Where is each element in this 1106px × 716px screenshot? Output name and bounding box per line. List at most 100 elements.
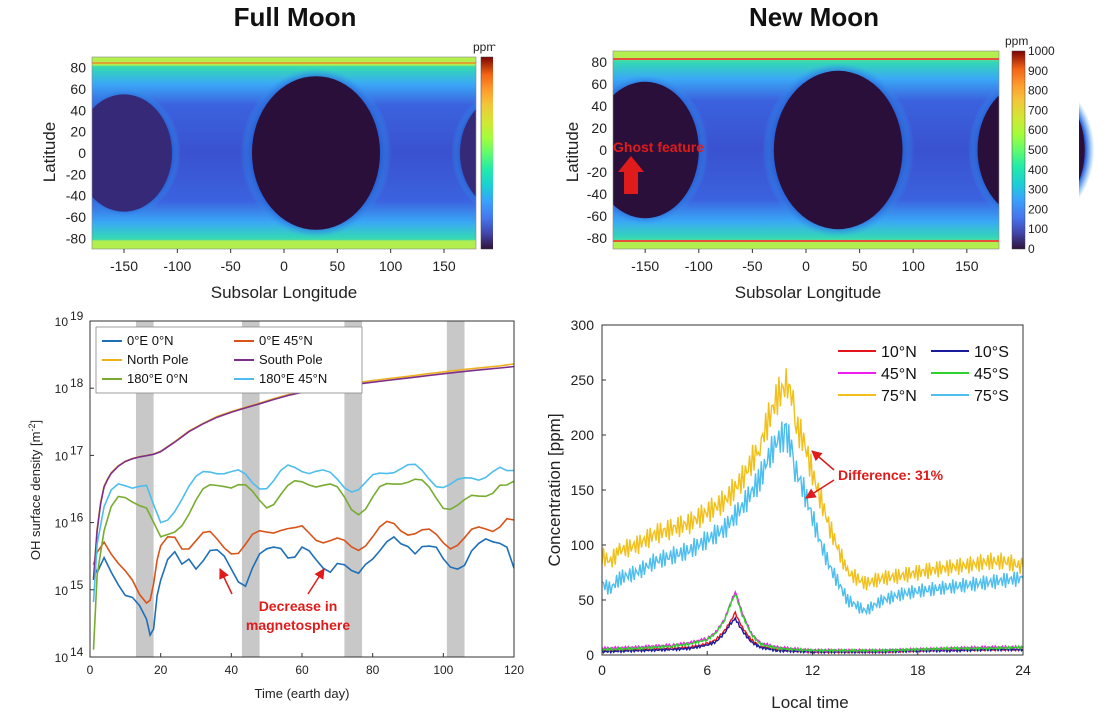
ghost-arrow-shaft <box>624 168 638 194</box>
new-moon-feature-0 <box>773 70 903 230</box>
concentration-ytick-label: 200 <box>571 427 595 443</box>
new-moon-colorbar-tick: 900 <box>1028 64 1048 78</box>
oh-density-ytick-exp: 18 <box>70 376 84 390</box>
oh-density-ytick-label: 10 <box>55 449 69 463</box>
concentration-xlabel: Local time <box>771 693 848 712</box>
oh-density-ytick-exp: 14 <box>70 645 84 659</box>
magnetosphere-arrow-right <box>307 568 325 595</box>
oh-density-xtick-label: 40 <box>225 663 239 677</box>
new-moon-ytick-label: 60 <box>591 76 607 92</box>
full-moon-colorbar-unit: ppm <box>473 40 496 54</box>
oh-density-xlabel: Time (earth day) <box>255 686 350 701</box>
new-moon-xtick-label: -100 <box>685 258 713 274</box>
full-moon-xtick-label: -100 <box>163 258 191 274</box>
concentration-legend-label: 10°S <box>974 344 1009 361</box>
full-moon-xtick-label: 50 <box>330 258 346 274</box>
new-moon-ylabel: Latitude <box>563 122 582 183</box>
full-moon-xtick-label: -150 <box>110 258 138 274</box>
new-moon-feature-1 <box>591 81 699 219</box>
full-moon-south-polar-band <box>92 240 476 249</box>
new-moon-ytick-label: 0 <box>599 142 607 158</box>
new-moon-south-polar-band <box>613 240 999 249</box>
oh-density-ytick-label: 10 <box>55 315 69 329</box>
concentration-ytick-label: 50 <box>578 592 594 608</box>
ghost-feature-annotation: Ghost feature <box>613 139 704 194</box>
oh-density-series-line <box>92 517 514 605</box>
oh-density-legend-label: South Pole <box>259 352 323 367</box>
concentration-series-line <box>602 368 1023 591</box>
full-moon-xtick-label: 150 <box>432 258 456 274</box>
new-moon-xtick-label: 50 <box>852 258 868 274</box>
oh-density-xtick-label: 120 <box>504 663 524 677</box>
oh-density-series-line <box>92 365 514 581</box>
full-moon-ytick-label: -20 <box>66 166 86 182</box>
new-moon-colorbar-tick: 200 <box>1028 202 1048 216</box>
new-moon-ytick-label: -60 <box>587 208 607 224</box>
new-moon-xlabel: Subsolar Longitude <box>735 283 882 302</box>
new-moon-mask-left <box>493 46 613 254</box>
difference-arrow-upper <box>811 450 835 471</box>
new-moon-xtick-label: -50 <box>742 258 762 274</box>
concentration-ytick-label: 250 <box>571 372 595 388</box>
difference-arrow-lower <box>805 479 835 499</box>
magnetosphere-annotation: Decrease in magnetosphere <box>219 568 350 633</box>
full-moon-ylabel: Latitude <box>40 122 59 183</box>
new-moon-colorbar-tick: 300 <box>1028 183 1048 197</box>
concentration-legend-label: 75°N <box>881 388 917 405</box>
full-moon-xtick-label: 100 <box>379 258 403 274</box>
concentration-ytick-label: 300 <box>571 317 595 333</box>
new-moon-heatmap <box>493 46 1095 254</box>
concentration-plot-area <box>602 325 1023 655</box>
concentration-xtick-label: 24 <box>1015 662 1031 678</box>
new-moon-ytick-label: -40 <box>587 186 607 202</box>
oh-density-ylabel-sup: -2 <box>27 424 37 432</box>
oh-density-xtick-label: 100 <box>433 663 453 677</box>
full-moon-xtick-label: -50 <box>221 258 241 274</box>
oh-density-ylabel-main: OH surface density [m <box>28 432 43 561</box>
full-moon-ytick-label: 0 <box>78 145 86 161</box>
magnetosphere-band <box>135 321 154 657</box>
oh-density-legend-label: 0°E 0°N <box>127 333 174 348</box>
oh-density-xtick-label: 20 <box>154 663 168 677</box>
full-moon-ytick-label: -40 <box>66 188 86 204</box>
concentration-xtick-label: 12 <box>805 662 821 678</box>
new-moon-xtick-label: 150 <box>955 258 979 274</box>
oh-density-ytick-exp: 15 <box>70 578 84 592</box>
concentration-ytick-label: 150 <box>571 482 595 498</box>
oh-density-ylabel: OH surface density [m-2] <box>27 420 43 560</box>
oh-density-ytick-exp: 19 <box>70 309 84 323</box>
full-moon-xlabel: Subsolar Longitude <box>211 283 358 302</box>
new-moon-colorbar-tick: 1000 <box>1028 44 1055 58</box>
oh-density-ytick-label: 10 <box>55 651 69 665</box>
full-moon-ytick-label: -80 <box>66 230 86 246</box>
concentration-panel: 0 6 12 18 24 0 50 100 150 200 250 300 10°N 10°S 45°N 45… <box>545 317 1031 712</box>
magnetosphere-arrow-left <box>219 568 233 595</box>
oh-density-legend-label: 180°E 45°N <box>259 371 327 386</box>
magnetosphere-label-line1: Decrease in <box>259 598 338 614</box>
ghost-feature-label: Ghost feature <box>613 139 704 155</box>
oh-density-xtick-label: 0 <box>87 663 94 677</box>
oh-density-ytick-label: 10 <box>55 382 69 396</box>
new-moon-colorbar-bar <box>1011 50 1026 250</box>
difference-annotation: Difference: 31% <box>805 450 944 499</box>
oh-density-series-line <box>92 478 514 650</box>
new-moon-title: New Moon <box>749 2 879 32</box>
full-moon-mask-left <box>0 52 92 254</box>
oh-density-xtick-label: 60 <box>295 663 309 677</box>
concentration-xtick-label: 0 <box>598 662 606 678</box>
difference-label: Difference: 31% <box>838 467 944 483</box>
new-moon-north-polar-band <box>613 51 999 60</box>
concentration-legend-label: 45°S <box>974 366 1009 383</box>
oh-density-legend-label: North Pole <box>127 352 188 367</box>
concentration-chart: 0 6 12 18 24 0 50 100 150 200 250 300 10°N 10°S 45°N 45… <box>571 317 1031 678</box>
new-moon-ytick-label: -20 <box>587 164 607 180</box>
new-moon-panel: New Moon -150 -100 -50 0 50 100 150806040200-2… <box>493 2 1095 302</box>
new-moon-colorbar-tick: 100 <box>1028 222 1048 236</box>
new-moon-ytick-label: 40 <box>591 98 607 114</box>
full-moon-ytick-label: 80 <box>70 60 86 76</box>
concentration-ytick-label: 100 <box>571 537 595 553</box>
new-moon-colorbar-tick: 400 <box>1028 163 1048 177</box>
